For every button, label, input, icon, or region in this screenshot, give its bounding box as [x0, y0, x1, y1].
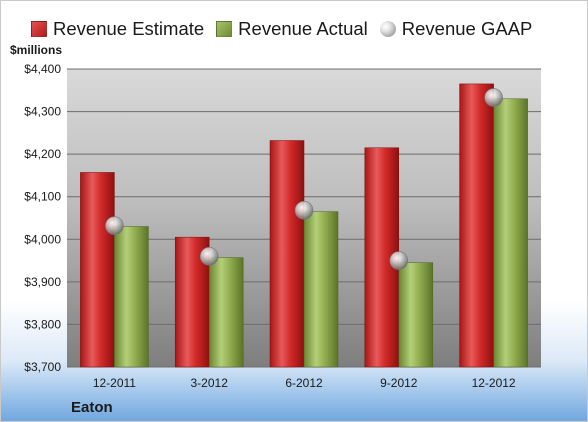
marker-revenue-gaap — [389, 251, 409, 270]
legend-label-gaap: Revenue GAAP — [401, 18, 533, 39]
x-tick-label: 12-2011 — [93, 376, 136, 390]
bar-revenue-actual — [208, 257, 244, 368]
legend-swatch-actual — [216, 21, 233, 37]
y-tick-label: $4,000 — [24, 232, 61, 246]
legend-item-actual: Revenue Actual — [216, 18, 368, 40]
bars — [80, 83, 528, 368]
marker-revenue-gaap — [484, 88, 503, 107]
bar-revenue-actual — [493, 98, 528, 368]
marker-revenue-gaap — [199, 247, 219, 266]
legend-swatch-gaap — [379, 21, 396, 37]
marker-revenue-gaap — [294, 201, 314, 220]
legend-swatch-estimate — [31, 21, 47, 37]
bar-revenue-estimate — [80, 172, 115, 368]
legend-label-estimate: Revenue Estimate — [53, 18, 205, 39]
y-tick-label: $4,200 — [24, 147, 61, 161]
x-axis-ticks: 12-2011 3-2012 6-2012 9-2012 12-2012 — [93, 376, 516, 390]
legend-item-estimate: Revenue Estimate — [31, 18, 204, 40]
y-axis-ticks: $3,700 $3,800 $3,900 $4,000 $4,100 $4,200 $4,3… — [24, 62, 61, 374]
y-axis-unit-label: $millions — [10, 43, 63, 57]
bar-revenue-actual — [398, 262, 434, 368]
y-tick-label: $4,100 — [24, 190, 61, 204]
bar-revenue-actual — [114, 226, 149, 368]
bar-revenue-actual — [303, 211, 339, 368]
chart-legend: Revenue Estimate Revenue Actual Revenue … — [31, 15, 544, 43]
x-tick-label: 3-2012 — [191, 376, 229, 390]
marker-revenue-gaap — [105, 216, 124, 235]
legend-label-actual: Revenue Actual — [238, 18, 368, 39]
y-tick-label: $4,300 — [24, 105, 61, 119]
x-tick-label: 9-2012 — [380, 376, 418, 390]
y-tick-label: $4,400 — [24, 62, 61, 76]
x-tick-label: 6-2012 — [285, 376, 323, 390]
company-name: Eaton — [71, 399, 113, 416]
y-tick-label: $3,900 — [24, 275, 61, 289]
y-tick-label: $3,800 — [24, 317, 61, 331]
bar-revenue-estimate — [269, 140, 305, 368]
bar-revenue-estimate — [459, 83, 494, 368]
gaap-markers — [105, 88, 503, 270]
y-tick-label: $3,700 — [24, 360, 61, 374]
legend-item-gaap: Revenue GAAP — [379, 18, 533, 40]
x-tick-label: 12-2012 — [472, 376, 516, 390]
